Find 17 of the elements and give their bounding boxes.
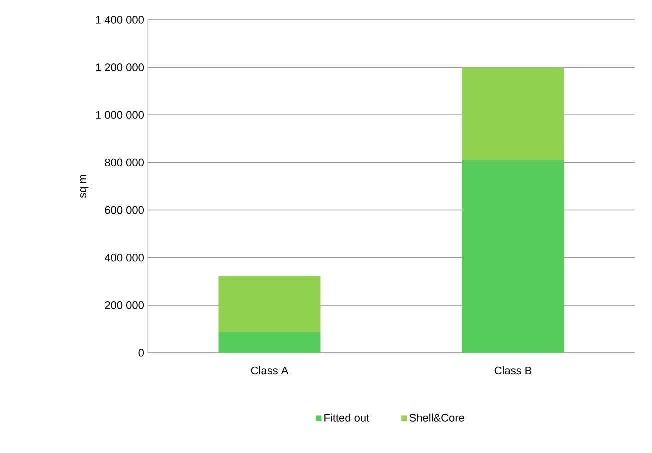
y-tick-label: 1 400 000 xyxy=(96,16,144,24)
y-tick-label: 0 xyxy=(138,349,144,357)
y-tick-label: 800 000 xyxy=(105,158,144,167)
bar xyxy=(218,332,321,353)
bar xyxy=(218,276,321,332)
y-tick-label: 200 000 xyxy=(105,302,144,310)
y-tick-label: 1 200 000 xyxy=(96,64,144,72)
y-axis-title: sq m xyxy=(80,175,89,198)
x-tick-label: Class A xyxy=(251,366,289,375)
y-tick-label: 1 000 000 xyxy=(96,111,144,120)
legend-label: Fitted out xyxy=(324,414,370,422)
bar xyxy=(462,68,564,160)
bar xyxy=(462,160,564,353)
y-tick-label: 400 000 xyxy=(104,254,144,262)
y-tick-label: 600 000 xyxy=(105,206,144,214)
x-tick-label: Class B xyxy=(494,366,532,375)
legend-label: Shell&Core xyxy=(410,414,464,422)
